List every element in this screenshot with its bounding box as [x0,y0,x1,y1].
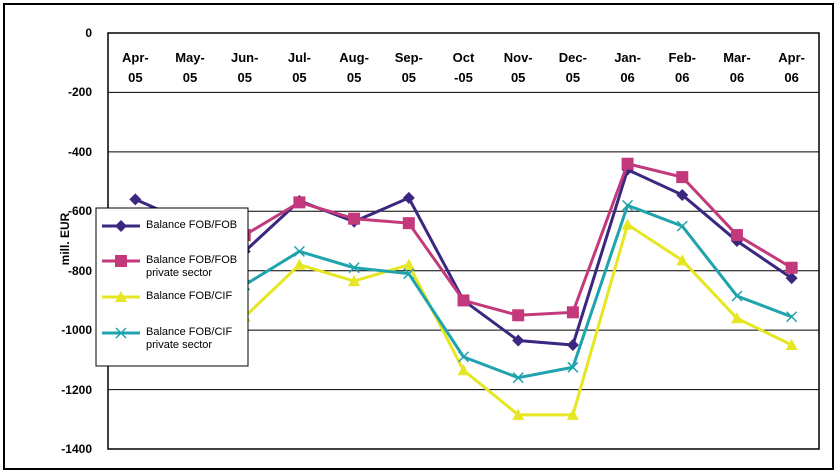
y-tick-label: -400 [67,144,92,159]
y-tick-label: -800 [67,263,92,278]
marker [348,212,361,225]
marker [786,311,798,323]
marker [293,245,305,257]
marker [402,191,415,204]
marker [730,312,743,324]
marker [785,261,798,274]
x-tick-label: Jan- 06 [614,50,641,85]
x-tick-label: Nov- 05 [503,50,533,85]
x-tick-label: May- 05 [175,50,205,85]
marker [293,196,306,209]
marker [730,229,743,242]
marker [115,220,127,232]
marker [731,290,743,302]
x-tick-label: Sep- 05 [394,50,423,85]
marker [402,258,415,270]
marker [403,268,415,280]
marker [457,364,470,376]
marker [566,339,579,351]
y-tick-label: -600 [67,204,92,219]
x-tick-label: Mar- 06 [723,50,751,85]
marker [512,372,524,384]
marker [348,275,361,287]
marker [512,334,525,347]
x-tick-label: Aug- 05 [339,50,369,85]
marker [676,220,688,232]
x-tick-label: Apr- 05 [121,50,149,85]
marker [402,217,415,230]
marker [785,272,798,285]
legend-box [95,207,249,367]
x-tick-label: Feb- 06 [668,50,696,85]
y-tick-label: 0 [85,26,92,40]
marker [566,306,579,319]
legend-label: Balance FOB/FOB [146,219,238,231]
marker [129,193,142,206]
marker [115,255,127,267]
marker [512,408,525,420]
marker [566,408,579,420]
y-tick-label: -1200 [61,382,92,397]
x-tick-label: Apr- 06 [778,50,805,85]
marker [676,171,689,184]
marker [567,361,579,373]
marker [621,218,634,230]
marker [293,258,306,270]
marker [676,254,689,266]
x-tick-label: Oct -05 [452,50,475,85]
marker [115,327,127,339]
marker [785,339,798,350]
x-tick-label: Jul- 05 [287,50,311,85]
legend-label: Balance FOB/CIF private sector [146,326,233,351]
marker [457,351,470,363]
marker [622,199,634,211]
y-tick-label: -200 [67,85,92,100]
legend-label: Balance FOB/CIF [146,290,233,302]
legend-label: Balance FOB/FOB private sector [146,254,238,279]
x-tick-label: Dec- 05 [558,50,587,85]
marker [676,188,689,201]
marker [348,262,360,274]
x-tick-label: Jun- 05 [230,50,259,85]
y-tick-label: -1400 [61,442,92,456]
marker [457,294,470,307]
marker [512,309,525,322]
marker [621,157,634,170]
outer-frame [3,3,834,470]
y-tick-label: -1000 [61,323,92,338]
marker [115,291,127,302]
